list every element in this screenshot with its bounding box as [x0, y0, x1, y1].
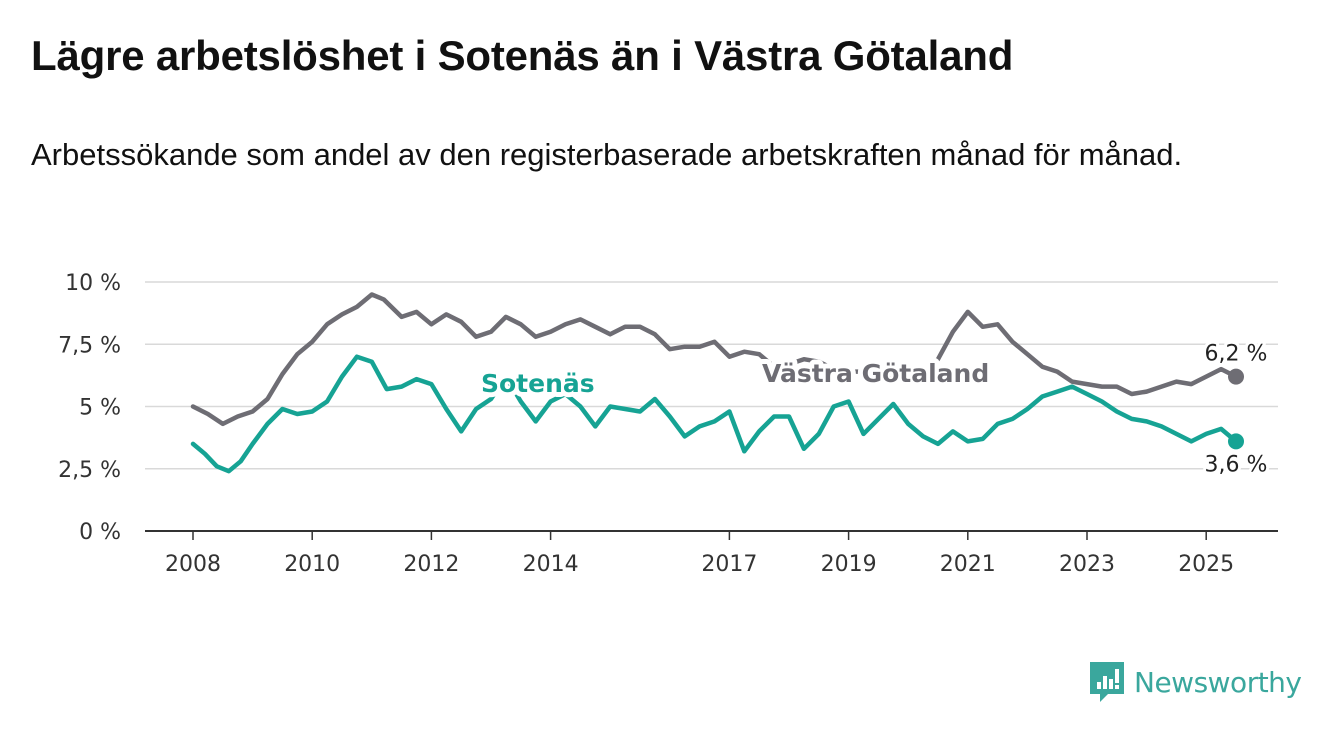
- newsworthy-logo: Newsworthy: [1088, 660, 1302, 704]
- y-tick-label: 7,5 %: [58, 333, 121, 358]
- chart-subtitle: Arbetssökande som andel av den registerb…: [31, 137, 1183, 172]
- chart-title: Lägre arbetslöshet i Sotenäs än i Västra…: [31, 32, 1014, 79]
- y-tick-label: 10 %: [65, 271, 121, 296]
- end-point-marker: [1228, 368, 1244, 385]
- end-value-label-sotenas: 3,6 %: [1205, 452, 1268, 477]
- series-label-vastra-gotaland: Västra Götaland: [762, 359, 989, 388]
- x-tick-label: 2025: [1178, 552, 1234, 577]
- x-tick-label: 2019: [821, 552, 877, 577]
- series-labels: Västra Götaland Sotenäs 6,2 % 3,6 %: [476, 339, 1270, 481]
- x-tick-label: 2021: [940, 552, 996, 577]
- x-tick-label: 2008: [165, 552, 221, 577]
- series-label-sotenas: Sotenäs: [481, 369, 595, 398]
- newsworthy-logo-icon: [1090, 662, 1124, 702]
- brand-name: Newsworthy: [1134, 665, 1302, 699]
- x-tick-label: 2014: [523, 552, 579, 577]
- end-point-marker: [1228, 433, 1244, 450]
- x-tick-label: 2012: [403, 552, 459, 577]
- series-line-vastra-gotaland: [190, 292, 1239, 427]
- grid-lines: [145, 281, 1278, 532]
- y-tick-label: 5 %: [79, 396, 121, 421]
- x-tick-label: 2010: [284, 552, 340, 577]
- x-tick-label: 2023: [1059, 552, 1115, 577]
- x-axis-ticks: 2008 2010 2012 2014 2017 2019 2021 2023 2025: [165, 531, 1234, 577]
- series-line-sotenas: [190, 354, 1239, 474]
- x-tick-label: 2017: [701, 552, 757, 577]
- y-tick-label: 2,5 %: [58, 458, 121, 483]
- end-value-label-vastra-gotaland: 6,2 %: [1205, 342, 1268, 367]
- y-tick-label: 0 %: [79, 520, 121, 545]
- line-chart: 0 % 2,5 % 5 % 7,5 % 10 % 2008 2010 2012 2014 201…: [58, 271, 1278, 577]
- y-axis-ticks: 0 % 2,5 % 5 % 7,5 % 10 %: [58, 271, 121, 545]
- series-lines: [190, 292, 1244, 474]
